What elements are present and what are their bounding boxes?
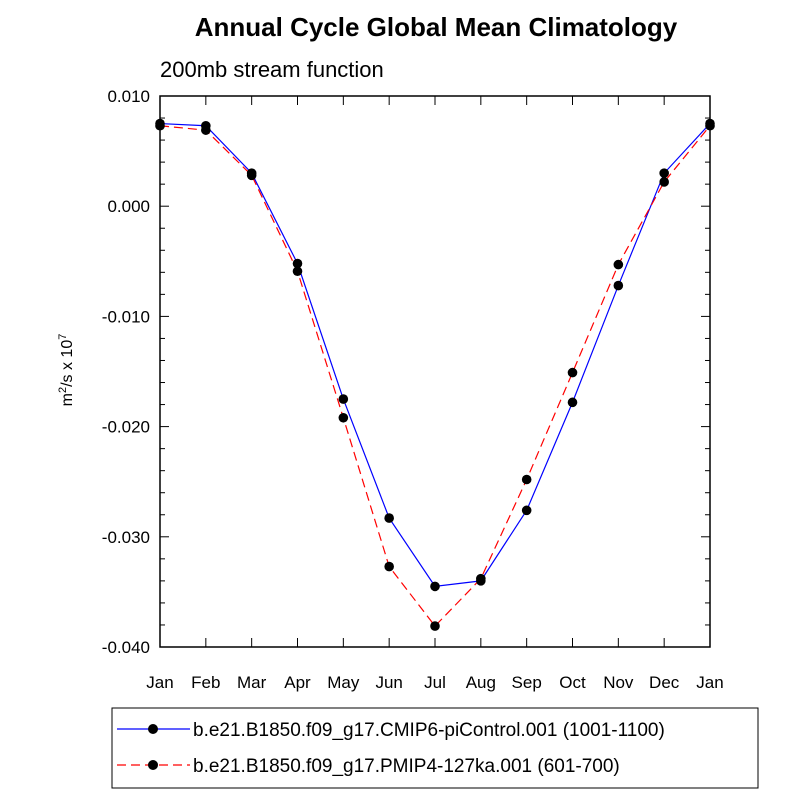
data-point-0 xyxy=(567,397,578,408)
legend-box xyxy=(111,707,759,789)
legend-marker-127ka xyxy=(148,760,158,770)
x-tick-label: Sep xyxy=(512,673,542,692)
x-tick-label: Feb xyxy=(191,673,220,692)
data-point-1 xyxy=(292,266,303,277)
data-point-1 xyxy=(476,573,486,584)
y-label-base: m xyxy=(59,393,76,406)
data-point-0 xyxy=(613,280,624,291)
chart-subtitle: 200mb stream function xyxy=(160,57,384,82)
x-tick-label: Nov xyxy=(603,673,634,692)
y-label-sup2: 7 xyxy=(57,334,69,340)
x-axis: Jan Feb Mar Apr May Jun Jul Aug Sep Oct Nov Dec Jan xyxy=(146,96,724,692)
data-point-1 xyxy=(338,412,349,423)
plot-frame xyxy=(159,95,711,648)
data-point-1 xyxy=(201,125,211,135)
data-point-1 xyxy=(659,177,669,187)
data-point-0 xyxy=(292,258,303,269)
data-point-1 xyxy=(430,621,440,631)
data-point-1 xyxy=(521,474,532,485)
data-point-1 xyxy=(567,367,578,378)
x-tick-label: Apr xyxy=(284,673,311,692)
chart-title: Annual Cycle Global Mean Climatology xyxy=(195,12,678,42)
y-label-mid: /s x 10 xyxy=(59,340,76,387)
y-axis-label: m2/s x 107 xyxy=(57,334,76,407)
data-point-1 xyxy=(246,170,257,181)
x-tick-label: May xyxy=(327,673,360,692)
y-label-sup1: 2 xyxy=(57,387,69,393)
y-tick-label: -0.030 xyxy=(102,528,150,547)
y-tick-label: -0.020 xyxy=(102,418,150,437)
x-tick-label: Jun xyxy=(375,673,402,692)
plot-area xyxy=(159,95,711,648)
y-tick-label: 0.010 xyxy=(107,87,150,106)
data-point-0 xyxy=(338,394,349,404)
legend-label-127ka: b.e21.B1850.f09_g17.PMIP4-127ka.001 (601… xyxy=(193,756,620,777)
y-tick-label: -0.040 xyxy=(102,638,150,657)
x-tick-label: Dec xyxy=(649,673,680,692)
data-point-0 xyxy=(384,513,394,523)
data-point-0 xyxy=(521,505,532,516)
y-tick-label: 0.000 xyxy=(107,197,150,216)
series-group xyxy=(155,118,715,631)
x-tick-label: Jul xyxy=(424,673,446,692)
data-point-0 xyxy=(659,168,669,178)
x-tick-label: Aug xyxy=(466,673,496,692)
y-axis: 0.010 0.000 -0.010 -0.020 -0.030 -0.040 xyxy=(102,87,710,657)
data-point-1 xyxy=(384,561,394,572)
x-tick-label: Jan xyxy=(146,673,173,692)
data-point-1 xyxy=(613,259,624,270)
series-line-1 xyxy=(159,125,711,627)
data-point-1 xyxy=(155,120,165,131)
x-tick-label: Oct xyxy=(559,673,586,692)
legend-marker-piControl xyxy=(148,724,158,734)
data-point-0 xyxy=(430,581,440,592)
x-tick-label: Mar xyxy=(237,673,267,692)
series-line-0 xyxy=(159,122,711,588)
legend-label-piControl: b.e21.B1850.f09_g17.CMIP6-piControl.001 … xyxy=(193,720,665,741)
legend: b.e21.B1850.f09_g17.CMIP6-piControl.001 … xyxy=(111,707,759,789)
y-tick-label: -0.010 xyxy=(102,307,150,326)
data-point-1 xyxy=(705,120,715,131)
x-tick-label: Jan xyxy=(696,673,723,692)
